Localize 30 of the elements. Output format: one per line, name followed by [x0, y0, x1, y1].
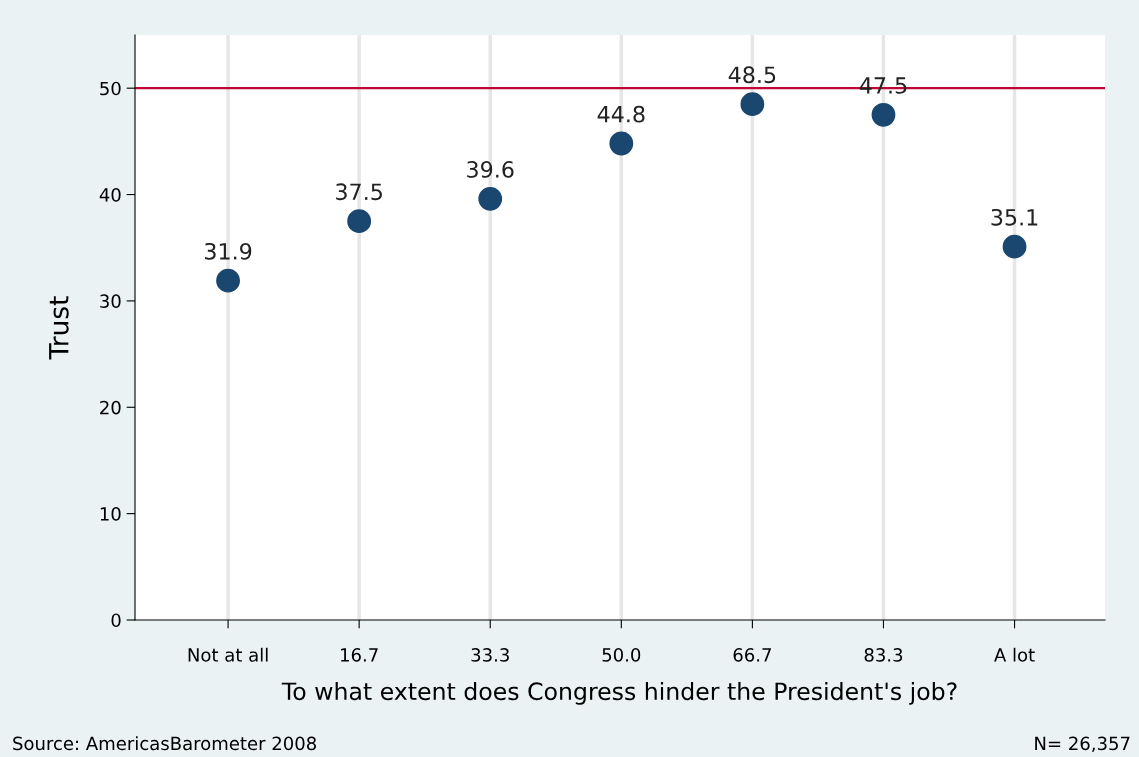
data-label: 44.8: [597, 105, 645, 123]
x-tick-label: 50.0: [602, 648, 641, 662]
y-axis-title: Trust: [49, 296, 69, 360]
point: [1002, 234, 1027, 259]
data-label: 35.1: [991, 208, 1038, 226]
x-tick-label: 66.7: [733, 648, 771, 662]
y-tick-label: 50: [100, 81, 121, 96]
x-axis-title: To what extent does Congress hinder the President's job?: [281, 681, 957, 705]
source-note: Source: AmericasBarometer 2008: [13, 736, 316, 751]
text: N= 26,357: [1035, 736, 1130, 753]
x-tick-label: A lot: [994, 647, 1035, 662]
data-label: 37.5: [336, 183, 382, 201]
point: [609, 131, 634, 156]
y-tick-label: 10: [100, 507, 121, 521]
point: [347, 209, 372, 234]
data-label: 31.9: [205, 242, 252, 260]
y-tick-label: 20: [100, 400, 121, 415]
x-tick-label: 16.7: [341, 648, 378, 662]
x-tick-label: 83.3: [864, 648, 903, 662]
point: [740, 92, 765, 117]
x-tick-label: 33.3: [471, 648, 509, 662]
x-tick-label: Not at all: [188, 647, 268, 662]
point: [216, 268, 240, 293]
y-tick-label: 0: [111, 613, 121, 628]
y-tick-label: 30: [100, 294, 121, 309]
point: [871, 102, 896, 127]
data-label: 39.6: [467, 161, 514, 178]
y-tick-label: 40: [99, 188, 121, 202]
data-label: 48.5: [728, 66, 776, 84]
point: [478, 186, 503, 211]
